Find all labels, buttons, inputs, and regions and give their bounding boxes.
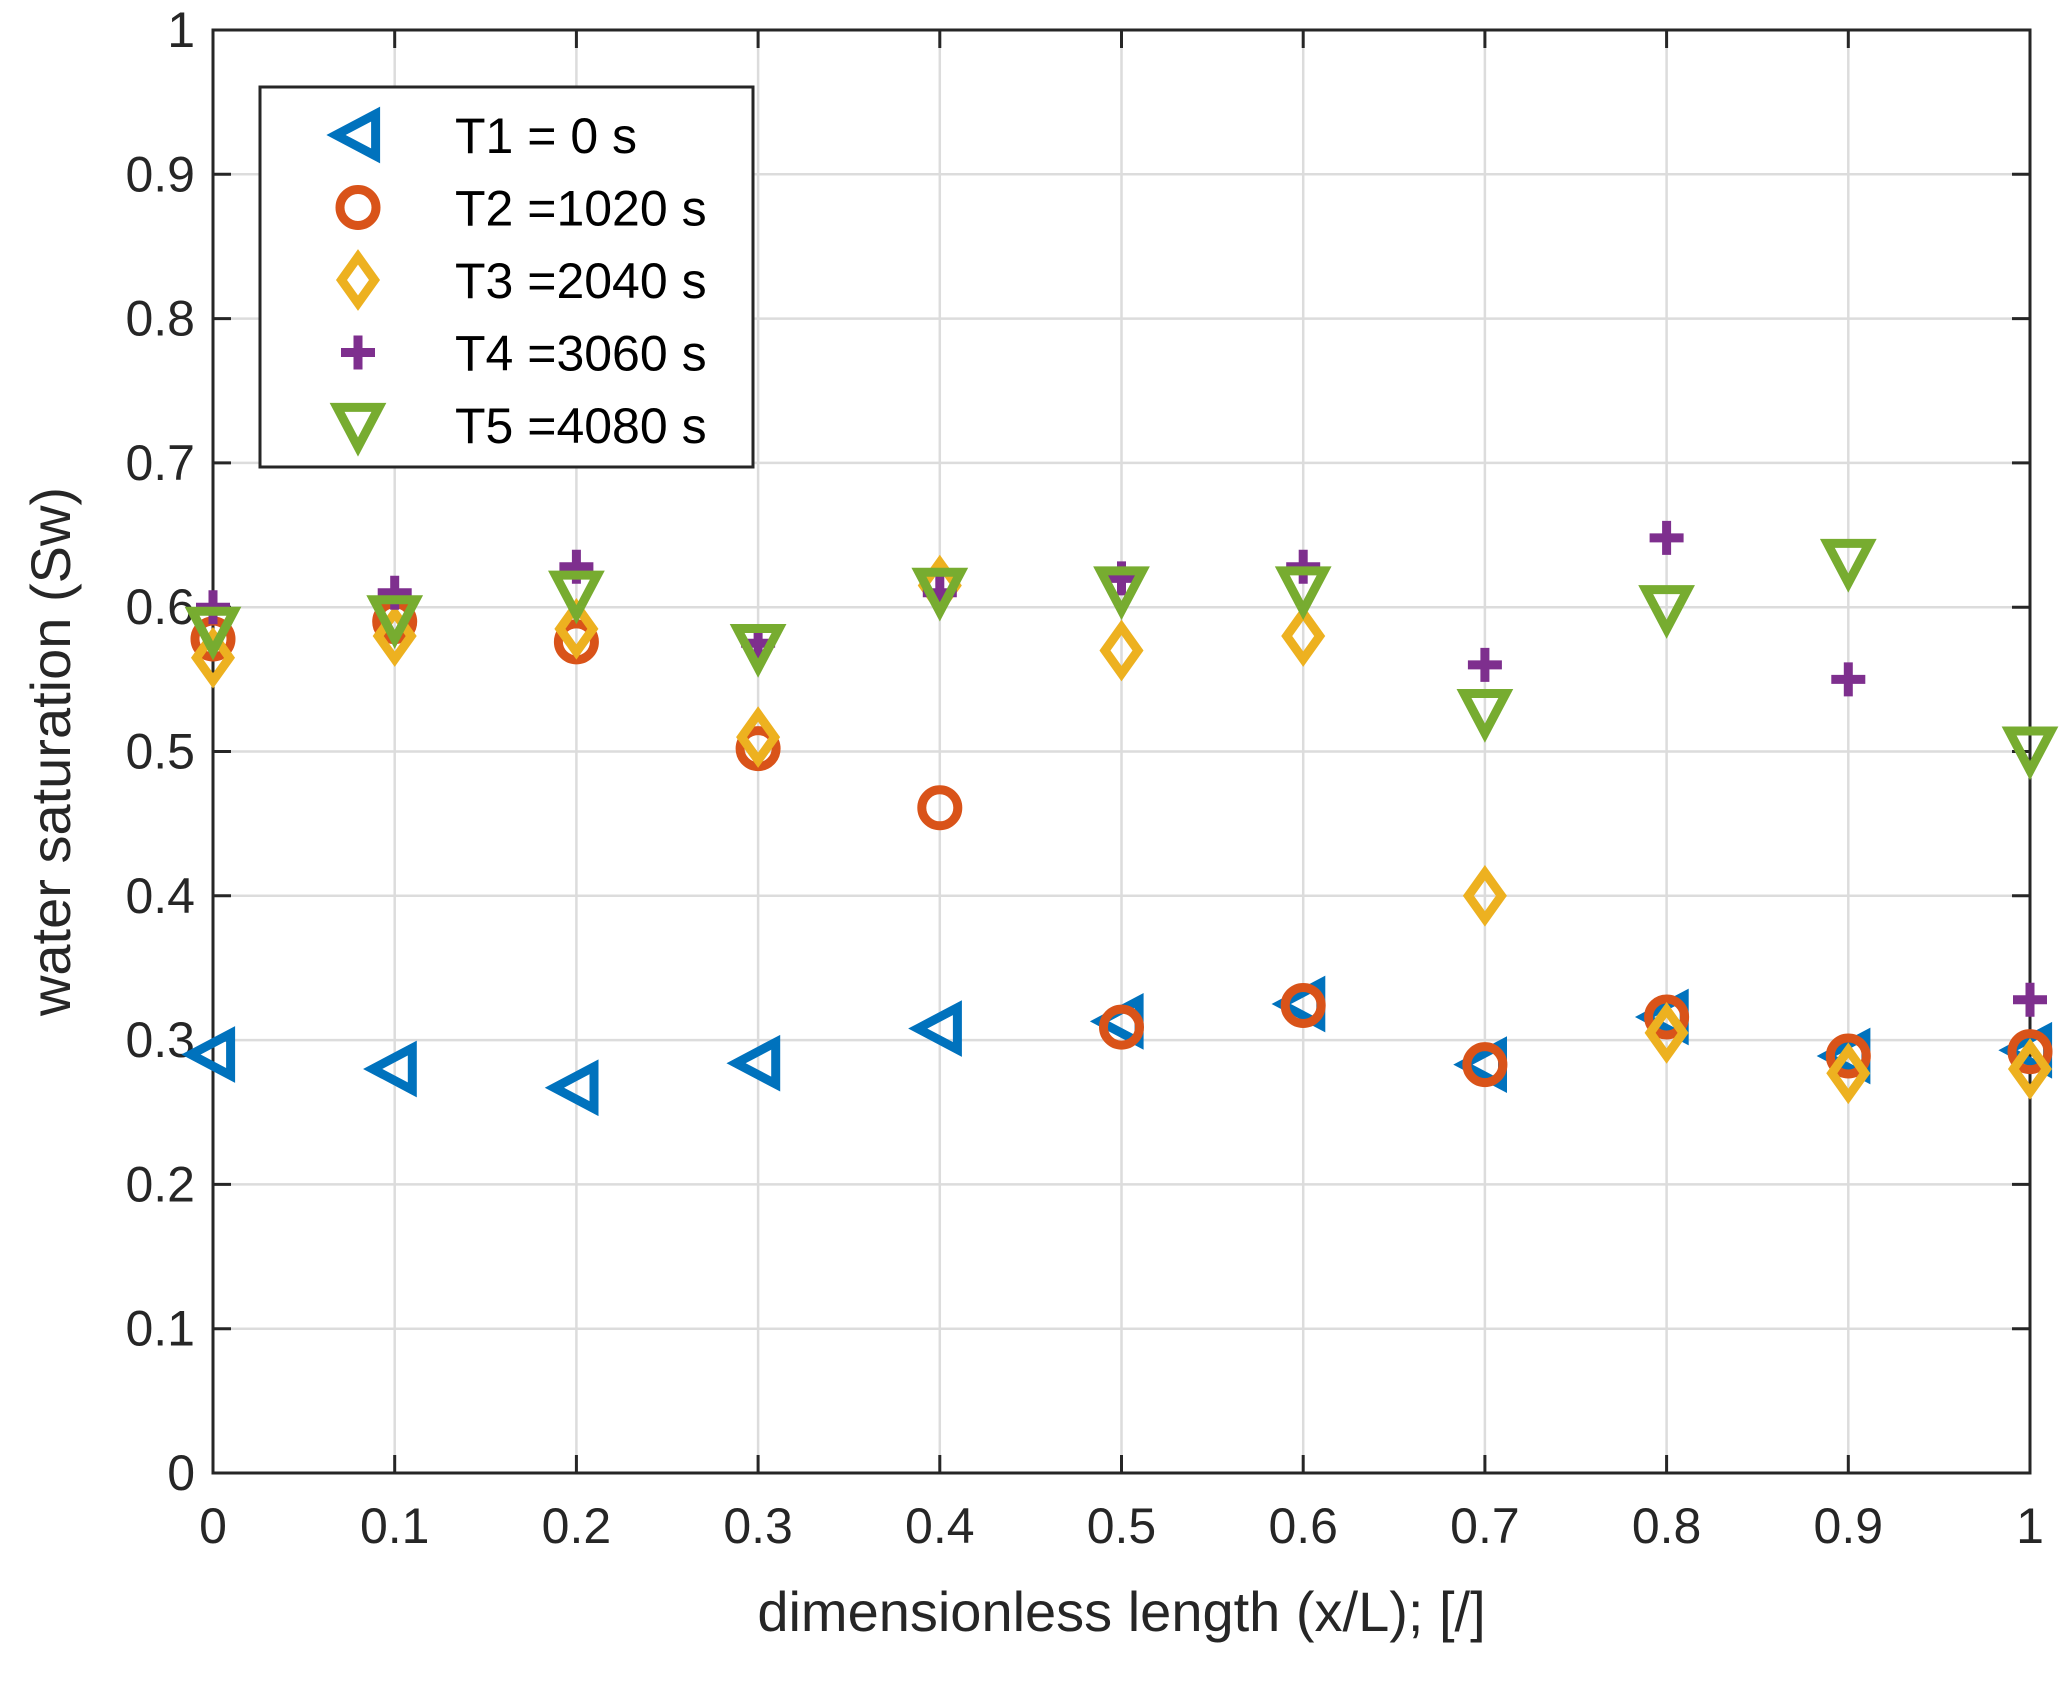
legend-label-t3: T3 =2040 s: [455, 253, 707, 309]
legend-entries: T1 = 0 s T2 =1020 s T3 =2040 s T4 =3060 s T5…: [326, 106, 707, 457]
data-point-t5: [1274, 566, 1332, 621]
data-point-t1: [908, 1000, 962, 1057]
data-point-t4: [2013, 982, 2047, 1017]
data-point-t2: [1099, 1004, 1144, 1050]
x-tick-label: 0.7: [1450, 1498, 1520, 1554]
x-tick-label: 0.9: [1814, 1498, 1884, 1554]
legend-entry-t5: T5 =4080 s: [329, 398, 707, 457]
data-point-t3: [1099, 619, 1144, 682]
x-tick-label: 0.3: [723, 1498, 793, 1554]
series-t5: [184, 538, 2059, 781]
x-tick-label: 0.1: [360, 1498, 430, 1554]
legend-entry-t2: T2 =1020 s: [335, 181, 707, 237]
data-point-t5: [184, 606, 242, 661]
y-tick-label: 0.3: [125, 1012, 195, 1068]
data-point-t4: [1649, 520, 1684, 555]
legend-label-t5: T5 =4080 s: [455, 398, 707, 454]
y-tick-label: 0.1: [125, 1301, 195, 1357]
legend-label-t1: T1 = 0 s: [455, 108, 637, 164]
data-point-t5: [548, 570, 605, 625]
data-point-t4: [1467, 647, 1502, 682]
data-point-t3: [190, 626, 236, 689]
data-point-t5: [1819, 538, 1877, 593]
y-tick-label: 0.6: [125, 579, 195, 635]
data-point-t4: [1831, 662, 1866, 697]
data-point-t5: [1638, 585, 1695, 639]
x-axis-label: dimensionless length (x/L); [/]: [757, 1580, 1485, 1643]
data-point-t2: [917, 785, 963, 831]
series-t3: [190, 554, 2053, 1105]
data-point-t1: [726, 1034, 781, 1092]
legend-marker-t4: [341, 335, 375, 370]
data-point-t1: [544, 1059, 599, 1117]
legend-entry-t3: T3 =2040 s: [335, 249, 707, 311]
data-point-t2: [1825, 1033, 1871, 1079]
legend-entry-t1: T1 = 0 s: [326, 106, 637, 164]
data-point-t3: [1281, 605, 1326, 667]
legend-label-t2: T2 =1020 s: [455, 181, 707, 237]
data-point-t5: [1456, 688, 1514, 743]
data-point-t2: [1644, 994, 1690, 1040]
tick-labels: 0 0.1 0.2 0.3 0.4 0.5 0.6 0.7 0.8 0.9 1 0 0.1 0.2 0.3 0…: [125, 2, 2043, 1554]
x-tick-label: 0.4: [905, 1498, 975, 1554]
data-point-t3: [554, 598, 599, 660]
y-tick-label: 0.4: [125, 868, 195, 924]
legend-entry-t4: T4 =3060 s: [341, 326, 707, 382]
data-point-t2: [2007, 1029, 2053, 1075]
data-point-t3: [1644, 1002, 1689, 1064]
data-point-t5: [729, 624, 787, 678]
x-tick-label: 0: [199, 1498, 227, 1554]
y-tick-label: 0.9: [125, 146, 195, 202]
y-tick-label: 0: [167, 1445, 195, 1501]
data-point-t3: [736, 706, 781, 768]
data-point-t3: [1462, 864, 1507, 927]
x-tick-label: 0.6: [1268, 1498, 1338, 1554]
y-tick-label: 0.5: [125, 724, 195, 780]
y-tick-label: 0.8: [125, 291, 195, 347]
y-axis-label: water saturation (Sw): [19, 487, 82, 1017]
legend-marker-t2: [335, 185, 381, 230]
data-point-t2: [1462, 1042, 1508, 1088]
y-tick-label: 0.2: [125, 1156, 195, 1212]
data-point-t5: [2001, 726, 2059, 781]
data-point-t1: [363, 1040, 417, 1098]
x-tick-label: 1: [2016, 1498, 2044, 1554]
data-point-t3: [372, 605, 417, 667]
data-markers: [181, 520, 2059, 1117]
data-point-t5: [911, 567, 969, 622]
x-tick-label: 0.5: [1087, 1498, 1157, 1554]
data-point-t3: [1826, 1042, 1871, 1105]
y-tick-label: 0.7: [125, 435, 195, 491]
y-tick-label: 1: [167, 2, 195, 58]
data-point-t2: [1280, 982, 1326, 1028]
x-tick-label: 0.2: [542, 1498, 612, 1554]
legend: T1 = 0 s T2 =1020 s T3 =2040 s T4 =3060 s T5…: [258, 85, 755, 469]
legend-label-t4: T4 =3060 s: [455, 326, 707, 382]
legend-marker-t5: [329, 402, 387, 457]
data-point-t3: [2007, 1038, 2053, 1100]
legend-marker-t3: [335, 249, 381, 311]
data-point-t5: [366, 595, 424, 649]
data-point-t1: [181, 1026, 236, 1083]
x-tick-label: 0.8: [1632, 1498, 1702, 1554]
data-point-t5: [1093, 566, 1150, 621]
legend-marker-t1: [326, 106, 381, 164]
